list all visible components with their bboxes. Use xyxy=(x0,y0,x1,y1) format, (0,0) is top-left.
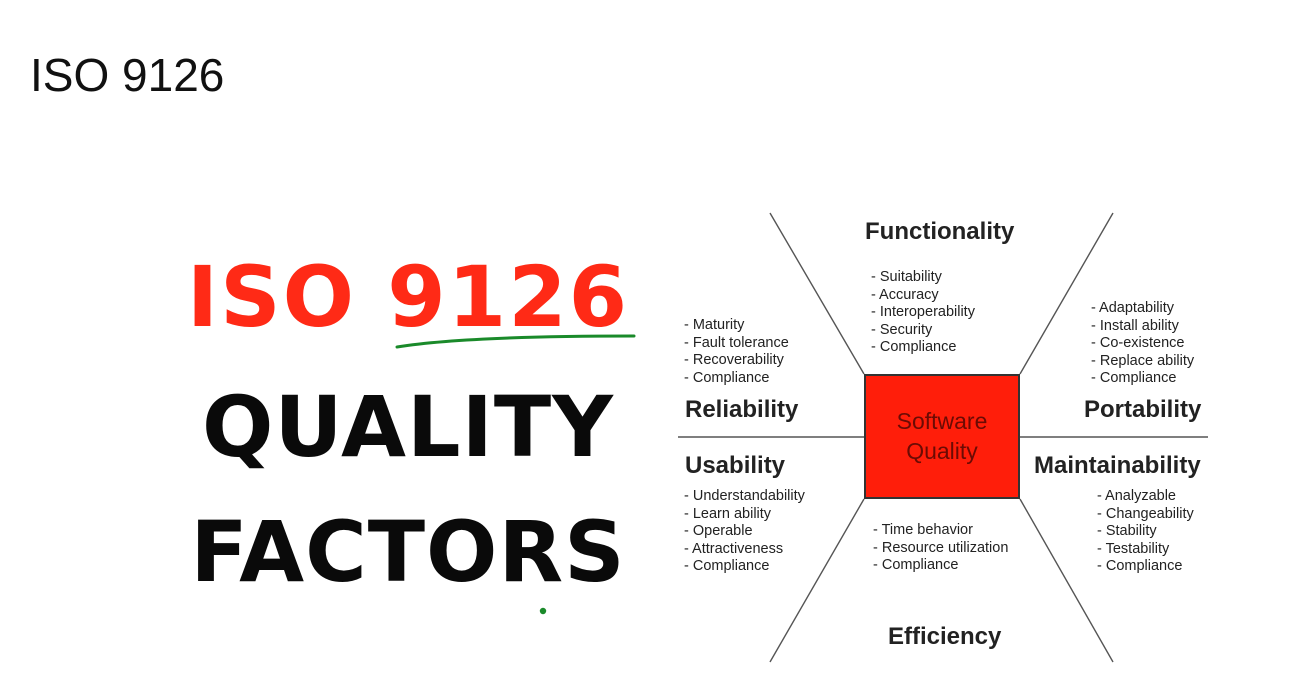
headline-factors: FACTORS xyxy=(190,503,626,601)
list-item: - Analyzable xyxy=(1097,488,1176,504)
headline-number: 9126 xyxy=(387,248,630,346)
list-item: - Fault tolerance xyxy=(684,334,789,351)
list-item: - Maturity xyxy=(684,317,745,333)
factor-reliability-title: Reliability xyxy=(685,396,799,423)
list-item: - Suitability xyxy=(871,269,942,285)
list-item: - Security xyxy=(871,321,933,338)
headline-iso-9126: ISO 9126 xyxy=(178,255,638,339)
divider-top-right xyxy=(1019,212,1114,375)
factor-maintainability-list: - Analyzable - Changeability - Stability… xyxy=(1097,488,1194,576)
list-item: - Replace ability xyxy=(1091,352,1195,369)
list-item: - Accuracy xyxy=(871,286,939,303)
list-item: - Testability xyxy=(1097,540,1170,557)
list-item: - Time behavior xyxy=(873,522,973,538)
list-item: - Compliance xyxy=(1091,370,1177,386)
list-item: - Recoverability xyxy=(684,352,784,368)
list-item: - Install ability xyxy=(1091,317,1179,334)
list-item: - Attractiveness xyxy=(684,540,784,557)
list-item: - Compliance xyxy=(1097,558,1183,574)
divider-bottom-right xyxy=(1019,498,1114,663)
list-item: - Adaptability xyxy=(1091,300,1175,316)
factor-efficiency-title: Efficiency xyxy=(888,623,1002,650)
factor-maintainability-title: Maintainability xyxy=(1034,452,1201,479)
headline-iso: ISO xyxy=(186,248,388,346)
list-item: - Stability xyxy=(1097,523,1157,539)
divider-top-left xyxy=(769,212,865,375)
software-quality-box: Software Quality xyxy=(864,374,1020,499)
factor-functionality-list: - Suitability - Accuracy - Interoperabil… xyxy=(871,269,975,357)
list-item: - Changeability xyxy=(1097,505,1194,522)
factor-usability-list: - Understandability - Learn ability - Op… xyxy=(684,488,805,576)
factor-portability-list: - Adaptability - Install ability - Co-ex… xyxy=(1091,300,1194,388)
list-item: - Operable xyxy=(684,523,753,539)
list-item: - Compliance xyxy=(684,369,770,386)
software-quality-label: Software Quality xyxy=(896,407,988,464)
list-item: - Compliance xyxy=(873,557,959,573)
list-item: - Co-existence xyxy=(1091,335,1185,351)
factor-usability-title: Usability xyxy=(685,452,786,479)
list-item: - Compliance xyxy=(871,339,957,355)
list-item: - Understandability xyxy=(684,488,805,504)
factor-efficiency-list: - Time behavior - Resource utilization -… xyxy=(873,522,1008,575)
slide-title: ISO 9126 xyxy=(30,49,225,101)
factor-reliability-list: - Maturity - Fault tolerance - Recoverab… xyxy=(684,317,789,387)
headline-quality: QUALITY xyxy=(202,378,614,476)
divider-bottom-left xyxy=(769,498,865,663)
list-item: - Resource utilization xyxy=(873,539,1009,556)
factor-portability-title: Portability xyxy=(1084,396,1202,423)
factor-functionality-title: Functionality xyxy=(865,218,1015,245)
list-item: - Interoperability xyxy=(871,304,975,320)
list-item: - Compliance xyxy=(684,558,770,574)
list-item: - Learn ability xyxy=(684,505,772,522)
